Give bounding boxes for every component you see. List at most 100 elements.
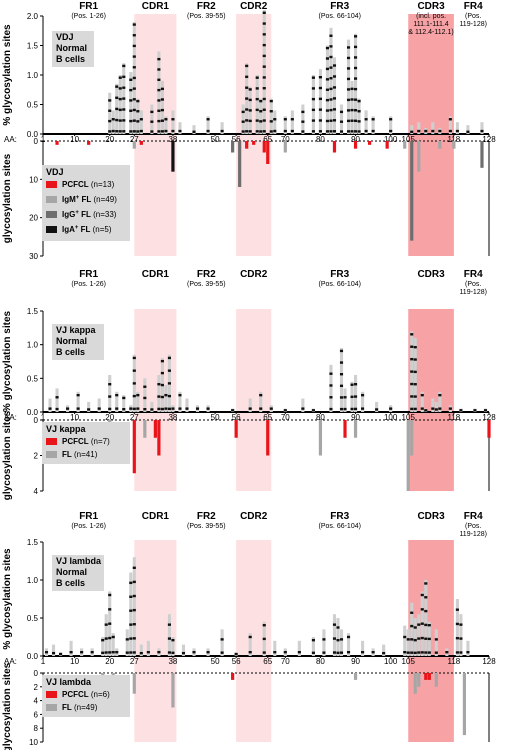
- lower-bar: [231, 141, 235, 153]
- legend-entry: IgG+ FL (n=33): [62, 210, 117, 219]
- upper-bar-dash: [417, 129, 421, 133]
- upper-bar-dash: [427, 637, 431, 641]
- upper-bar-dash: [410, 382, 414, 386]
- lower-bar: [143, 420, 147, 438]
- region-label-cdr1: CDR1: [142, 1, 170, 12]
- upper-bar-dash: [185, 407, 189, 410]
- upper-bar-dash: [354, 98, 358, 101]
- lower-legend-title: VJ lambda: [46, 677, 92, 687]
- upper-bar-dash: [118, 119, 122, 122]
- upper-bar-dash: [329, 119, 333, 122]
- upper-bar-dash: [424, 596, 428, 599]
- upper-bar-dash: [322, 651, 326, 654]
- upper-bar: [51, 644, 56, 656]
- upper-bar-dash: [262, 108, 266, 111]
- upper-bar-dash: [336, 638, 340, 642]
- aa-tick-label: 50: [211, 413, 220, 422]
- upper-bar-dash: [164, 118, 168, 121]
- upper-bar-dash: [167, 382, 171, 385]
- upper-bar: [354, 374, 358, 412]
- upper-bar: [171, 637, 175, 656]
- upper-bar-dash: [143, 396, 147, 400]
- upper-bar-dash: [248, 88, 252, 91]
- upper-bar-dash: [301, 120, 305, 123]
- upper-bar-dash: [325, 130, 330, 133]
- upper-bar-dash: [44, 651, 49, 654]
- upper-bar-dash: [332, 130, 337, 133]
- upper-bar-dash: [157, 651, 161, 654]
- upper-bar-dash: [311, 409, 315, 412]
- upper-bar-dash: [364, 129, 368, 133]
- upper-bar-dash: [354, 383, 358, 386]
- upper-bar: [157, 51, 161, 134]
- aa-tick-label: 100: [384, 413, 398, 422]
- upper-bar-dash: [417, 623, 421, 626]
- upper-bar-dash: [108, 99, 112, 102]
- upper-bar-dash: [417, 651, 421, 654]
- upper-bar-dash: [171, 638, 175, 642]
- upper-bar-dash: [448, 129, 452, 133]
- aa-tick-label: 90: [351, 135, 360, 144]
- upper-bar-dash: [143, 385, 147, 388]
- upper-legend-box: [52, 31, 94, 67]
- upper-bar-dash: [459, 623, 463, 626]
- upper-bar-dash: [132, 44, 136, 48]
- upper-bar-dash: [420, 393, 424, 397]
- upper-bar-dash: [157, 395, 161, 398]
- upper-bar-dash: [403, 651, 407, 654]
- upper-bar: [336, 618, 340, 656]
- upper-bar-dash: [325, 78, 330, 81]
- upper-bar-dash: [420, 407, 424, 410]
- upper-bar: [55, 388, 59, 412]
- upper-bar-dash: [357, 99, 361, 103]
- upper-bar-dash: [129, 130, 133, 133]
- upper-bar-dash: [245, 97, 249, 100]
- lower-y-tick-label: 0: [34, 137, 39, 146]
- upper-bar-dash: [118, 130, 122, 133]
- upper-bar-dash: [427, 624, 431, 627]
- lower-bar: [417, 141, 421, 172]
- upper-bar-dash: [283, 118, 287, 121]
- upper-bar-dash: [329, 98, 333, 101]
- upper-bar-dash: [167, 407, 171, 411]
- region-label-cdr3: CDR3: [417, 1, 445, 12]
- upper-bar-dash: [459, 637, 463, 640]
- upper-bar-dash: [354, 45, 358, 49]
- upper-bar-dash: [283, 651, 287, 654]
- upper-bar-dash: [339, 638, 344, 641]
- upper-bar: [220, 629, 224, 656]
- upper-legend-text: B cells: [56, 54, 85, 64]
- upper-bar-dash: [132, 382, 136, 385]
- upper-bar: [350, 80, 354, 134]
- aa-tick-label: 100: [384, 657, 398, 666]
- upper-bar-dash: [129, 88, 133, 92]
- upper-bar-dash: [132, 23, 136, 26]
- lower-y-axis-label: glycosylation sites: [2, 153, 13, 243]
- upper-bar: [434, 401, 438, 412]
- upper-bar-dash: [195, 407, 200, 410]
- upper-bar: [339, 629, 344, 656]
- lower-bar: [343, 420, 347, 438]
- upper-legend-box: [52, 324, 104, 360]
- upper-legend-text: B cells: [56, 578, 85, 588]
- upper-bar-dash: [354, 119, 358, 123]
- upper-bar-dash: [375, 408, 379, 411]
- upper-bar-dash: [329, 372, 333, 375]
- upper-bar-dash: [438, 407, 442, 410]
- aa-tick-label: 118: [447, 657, 460, 666]
- upper-bar-dash: [311, 130, 315, 133]
- lower-y-axis-label: glycosylation sites: [2, 662, 13, 750]
- upper-bar-dash: [301, 110, 305, 114]
- upper-bar: [97, 398, 101, 412]
- upper-bar-dash: [129, 581, 133, 585]
- upper-bar: [434, 629, 438, 656]
- upper-bar: [185, 398, 189, 412]
- aa-tick-label: 70: [281, 135, 290, 144]
- upper-bar: [146, 640, 150, 656]
- upper-bar-dash: [132, 98, 136, 101]
- upper-bar-dash: [132, 130, 136, 133]
- upper-bar-dash: [262, 651, 266, 654]
- region-band-cdr2: [236, 540, 272, 742]
- upper-bar: [129, 572, 133, 656]
